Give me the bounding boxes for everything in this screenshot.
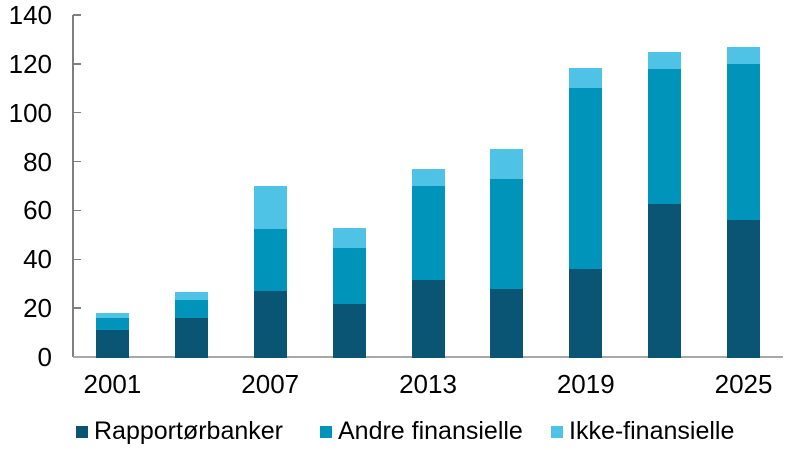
y-axis-tick-label: 140 — [8, 0, 52, 30]
legend-swatch-ikke-finansielle — [551, 425, 563, 438]
legend-item-andre-finansielle: Andre finansielle — [320, 417, 523, 445]
bar-segment-ikke-finansielle — [332, 227, 366, 249]
bar-2025 — [727, 46, 761, 358]
y-axis-tick-label: 40 — [23, 244, 52, 275]
x-axis-tick-label: 2013 — [399, 369, 457, 399]
bar-segment-ikke-finansielle — [569, 67, 603, 89]
bar-segment-rapport-rbanker — [727, 220, 761, 358]
x-axis-tick-label: 2007 — [241, 369, 300, 399]
legend-label-ikke-finansielle: Ikke-finansielle — [569, 416, 735, 445]
bar-segment-andre-finansielle — [95, 317, 129, 331]
legend-swatch-andre-finansielle — [320, 425, 332, 438]
bar-segment-ikke-finansielle — [727, 46, 761, 64]
y-axis-tick — [73, 14, 81, 16]
y-axis-tick — [73, 160, 81, 163]
x-axis-tick-label: 2025 — [714, 369, 773, 399]
y-axis-tick — [73, 307, 81, 309]
bar-segment-ikke-finansielle — [174, 292, 208, 300]
y-axis-tick-label: 120 — [8, 48, 52, 79]
bar-segment-ikke-finansielle — [253, 186, 287, 229]
bar-2010 — [332, 227, 366, 358]
bar-segment-andre-finansielle — [174, 299, 208, 318]
y-axis-tick — [73, 258, 81, 261]
y-axis-tick-label: 0 — [37, 342, 52, 372]
bar-segment-rapport-rbanker — [332, 304, 366, 358]
bar-segment-rapport-rbanker — [95, 330, 129, 358]
legend-label-rapportorbanker: Rapportørbanker — [94, 416, 283, 445]
x-axis-tick-label: 2001 — [83, 369, 142, 399]
bar-segment-ikke-finansielle — [490, 149, 524, 179]
legend-item-ikke-finansielle: Ikke-finansielle — [551, 417, 734, 445]
y-axis-tick — [73, 209, 81, 212]
y-axis-tick — [73, 63, 81, 65]
bar-2007 — [253, 186, 287, 358]
bar-segment-ikke-finansielle — [95, 313, 129, 318]
bar-segment-ikke-finansielle — [648, 51, 682, 69]
bar-2004 — [174, 292, 208, 358]
bar-segment-andre-finansielle — [253, 228, 287, 292]
bar-segment-ikke-finansielle — [411, 168, 445, 186]
y-axis-line — [72, 15, 74, 357]
bar-segment-rapport-rbanker — [569, 269, 603, 358]
bar-segment-rapport-rbanker — [253, 291, 287, 358]
legend-swatch-rapportorbanker — [76, 425, 88, 438]
bar-2022 — [648, 51, 682, 358]
x-axis-tick-label: 2019 — [556, 369, 615, 399]
y-axis-tick-label: 60 — [23, 195, 52, 226]
bar-segment-rapport-rbanker — [490, 288, 524, 358]
bar-2019 — [569, 67, 603, 358]
y-axis-tick-label: 20 — [23, 293, 52, 324]
legend-label-andre-finansielle: Andre finansielle — [338, 416, 523, 445]
bar-segment-andre-finansielle — [490, 178, 524, 289]
y-axis-tick-label: 100 — [8, 97, 52, 128]
bar-segment-andre-finansielle — [648, 68, 682, 205]
bar-segment-rapport-rbanker — [174, 317, 208, 358]
bar-segment-rapport-rbanker — [648, 204, 682, 358]
bar-segment-andre-finansielle — [569, 88, 603, 270]
bar-segment-andre-finansielle — [411, 185, 445, 281]
y-axis-tick — [73, 111, 81, 114]
bar-segment-rapport-rbanker — [411, 280, 445, 358]
legend: Rapportørbanker Andre finansielle Ikke-f… — [0, 417, 800, 445]
bar-segment-andre-finansielle — [727, 63, 761, 221]
bar-2001 — [95, 313, 129, 358]
bar-segment-andre-finansielle — [332, 248, 366, 305]
y-axis-tick-label: 80 — [23, 146, 52, 177]
bar-2013 — [411, 168, 445, 358]
legend-item-rapportorbanker: Rapportørbanker — [76, 417, 283, 445]
bar-2016 — [490, 149, 524, 358]
